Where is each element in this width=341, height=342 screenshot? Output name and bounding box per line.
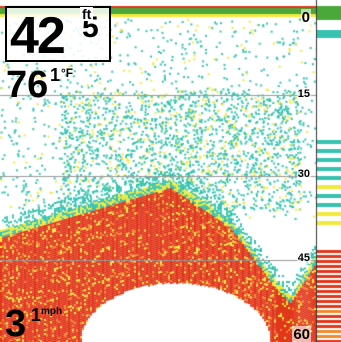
depth-scale-label: 45 [296,252,311,264]
depth-scale-label: 0 [300,9,311,26]
water-temp-value: 76 [6,64,49,106]
depth-scale-label: 15 [296,88,311,100]
water-temp-decimal: 1 [50,65,61,85]
speed-value: 3 [5,303,27,342]
speed-unit: mph [41,306,63,317]
speed-decimal: 1 [31,305,42,325]
depth-readout-frame [5,6,111,62]
depth-unit: ft [80,6,94,22]
depth-scale-label: 60 [292,326,311,342]
water-temp-unit: °F [61,66,74,80]
depth-value: 42 [10,7,66,65]
depth-scale-label: 30 [296,168,311,180]
